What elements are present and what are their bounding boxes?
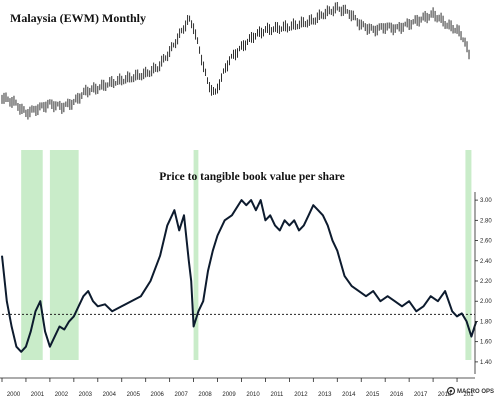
price-chart-title: Malaysia (EWM) Monthly (10, 11, 146, 25)
x-tick-label-19: 201 (464, 392, 475, 398)
y-tick-label-1: 1.60 (480, 340, 492, 346)
shaded-period-1 (49, 150, 79, 360)
y-tick-label-0: 1.40 (480, 360, 492, 366)
shaded-period-3 (465, 150, 472, 360)
macro-ops-logo-icon (446, 386, 456, 396)
x-tick-label-11: 2011 (270, 392, 284, 398)
price-bars (1, 1, 470, 120)
x-tick-label-18: 2018 (438, 392, 452, 398)
macro-ops-logo-dot (449, 389, 453, 393)
x-tick-label-16: 2016 (390, 392, 404, 398)
x-tick-label-15: 2015 (366, 392, 380, 398)
x-tick-label-1: 2001 (31, 392, 45, 398)
x-tick-label-17: 2017 (414, 392, 428, 398)
x-tick-label-13: 2013 (318, 392, 332, 398)
shaded-period-2 (193, 150, 199, 360)
y-tick-label-5: 2.40 (480, 259, 492, 265)
x-tick-label-2: 2002 (55, 392, 69, 398)
x-tick-label-3: 2003 (79, 392, 93, 398)
y-axis: 1.40 1.60 1.80 2.00 2.20 2.40 2.60 2.80 3.00 (474, 192, 492, 374)
y-tick-label-3: 2.00 (480, 299, 492, 305)
y-tick-label-8: 3.00 (480, 198, 492, 204)
x-tick-label-9: 2009 (222, 392, 236, 398)
y-tick-label-6: 2.60 (480, 239, 492, 245)
x-tick-label-6: 2006 (151, 392, 165, 398)
x-tick-label-8: 2008 (198, 392, 212, 398)
y-tick-label-7: 2.80 (480, 218, 492, 224)
y-tick-label-2: 1.80 (480, 319, 492, 325)
x-tick-label-0: 2000 (7, 392, 21, 398)
ptbv-series (1, 199, 478, 353)
shaded-periods (21, 150, 472, 360)
y-tick-label-4: 2.20 (480, 279, 492, 285)
ptbv-line (1, 199, 478, 353)
x-tick-label-12: 2012 (294, 392, 308, 398)
x-tick-label-4: 2004 (103, 392, 117, 398)
brand-name: MACRO OPS (457, 389, 494, 395)
x-tick-label-7: 2007 (174, 392, 188, 398)
x-axis: 2000 2001 2002 2003 2004 2005 2006 2007 2008 2009… (0, 377, 475, 398)
x-tick-label-10: 2010 (246, 392, 260, 398)
ptbv-chart-title: Price to tangible book value per share (159, 171, 344, 183)
brand-logo: MACRO OPS (446, 386, 494, 396)
x-tick-label-5: 2005 (127, 392, 141, 398)
x-tick-label-14: 2014 (342, 392, 356, 398)
